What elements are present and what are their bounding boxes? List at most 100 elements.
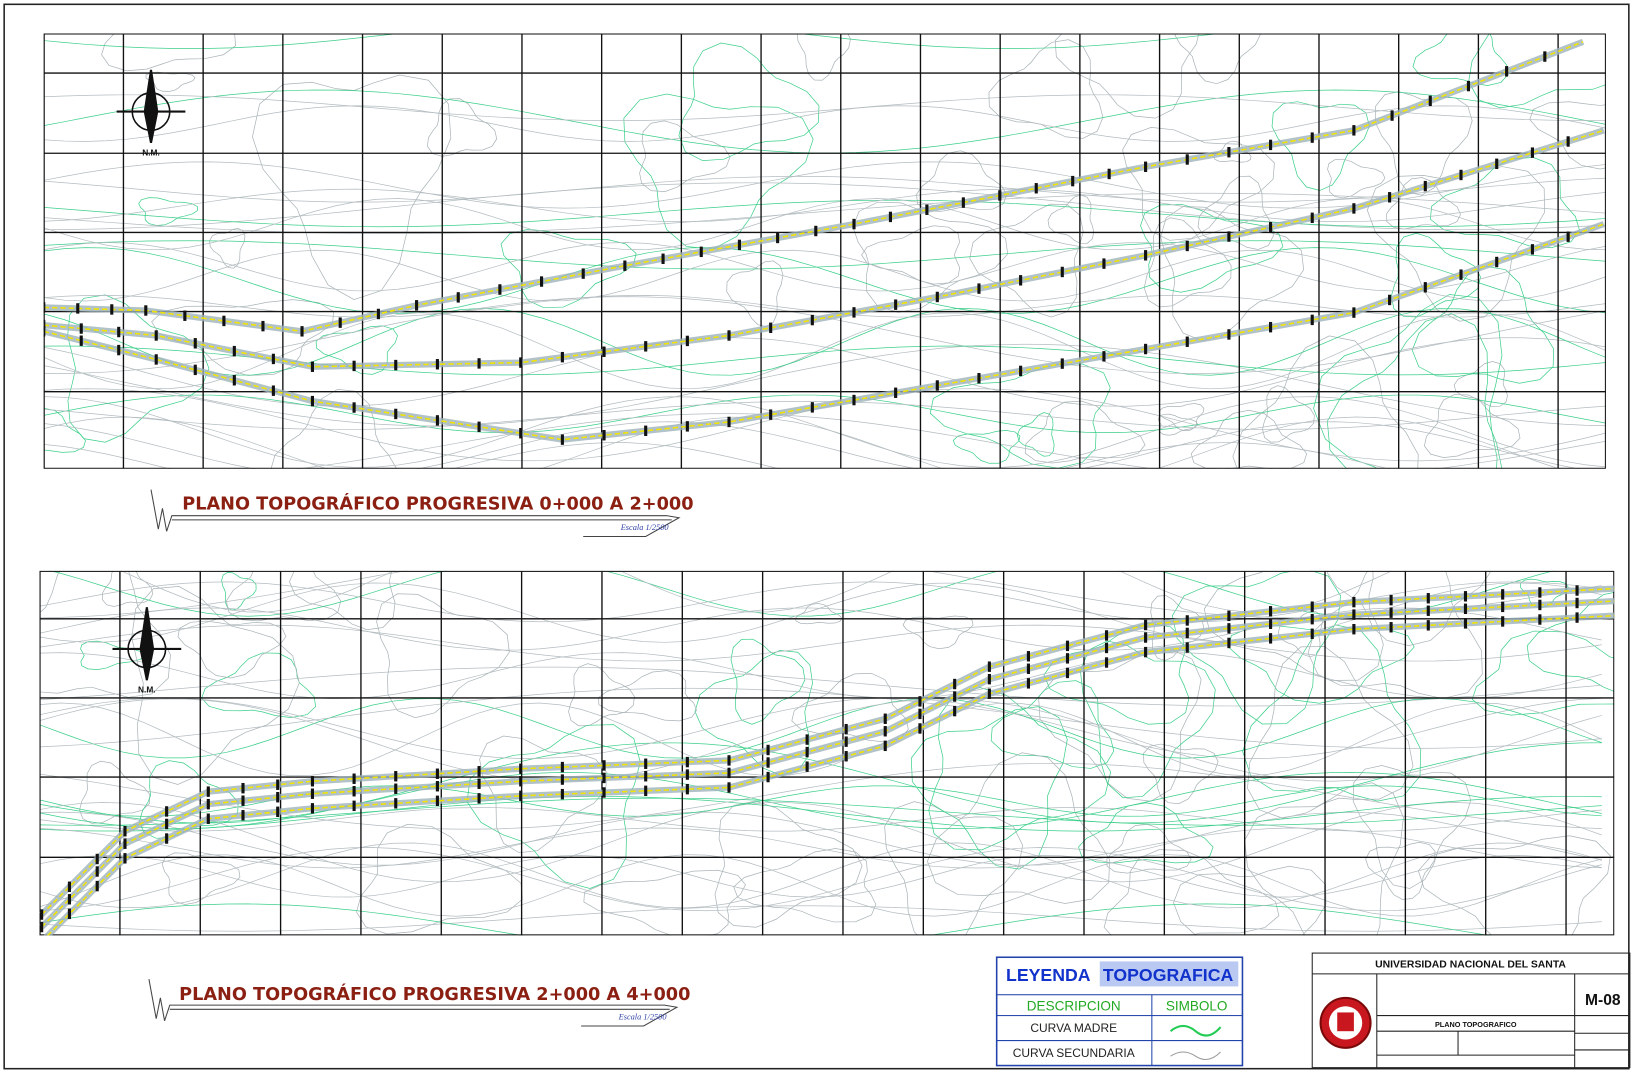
station-mark bbox=[1269, 606, 1272, 616]
contour bbox=[102, 562, 153, 606]
station-mark bbox=[727, 768, 730, 778]
station-mark bbox=[767, 757, 770, 767]
station-mark bbox=[339, 317, 342, 327]
station-mark bbox=[155, 354, 158, 364]
map-scale: Escala 1/2500 bbox=[618, 1013, 668, 1022]
station-mark bbox=[311, 362, 314, 372]
station-mark bbox=[394, 798, 397, 808]
contour bbox=[356, 824, 522, 934]
contour bbox=[44, 344, 1606, 426]
station-mark bbox=[894, 388, 897, 398]
plan-sheet: N.M. N.M. PLANO TOPOGRÁFICO PROGRESIVA 0… bbox=[0, 0, 1633, 1073]
station-mark bbox=[767, 745, 770, 755]
station-mark bbox=[953, 691, 956, 701]
station-mark bbox=[1352, 624, 1355, 634]
station-mark bbox=[1105, 657, 1108, 667]
station-mark bbox=[852, 307, 855, 317]
station-mark bbox=[918, 709, 921, 719]
station-mark bbox=[1105, 630, 1108, 640]
station-mark bbox=[1227, 623, 1230, 633]
station-mark bbox=[1066, 653, 1069, 663]
station-mark bbox=[845, 724, 848, 734]
station-mark bbox=[40, 936, 43, 946]
station-mark bbox=[1071, 176, 1074, 186]
station-mark bbox=[183, 311, 186, 321]
station-mark bbox=[123, 839, 126, 849]
station-mark bbox=[394, 360, 397, 370]
contour bbox=[970, 204, 1084, 317]
station-mark bbox=[519, 357, 522, 367]
contour bbox=[40, 855, 1602, 897]
station-mark bbox=[561, 789, 564, 799]
contour bbox=[1314, 294, 1502, 526]
contour bbox=[44, 95, 1606, 121]
station-mark bbox=[110, 304, 113, 314]
station-mark bbox=[1269, 140, 1272, 150]
contour bbox=[989, 40, 1103, 139]
station-mark bbox=[1061, 358, 1064, 368]
station-mark bbox=[1105, 643, 1108, 653]
station-mark bbox=[582, 268, 585, 278]
station-mark bbox=[1227, 638, 1230, 648]
station-mark bbox=[1390, 607, 1393, 617]
road-band bbox=[44, 130, 1604, 366]
station-mark bbox=[519, 428, 522, 438]
contour bbox=[1107, 824, 1191, 873]
station-mark bbox=[561, 352, 564, 362]
station-mark bbox=[207, 814, 210, 824]
station-mark bbox=[436, 781, 439, 791]
station-mark bbox=[436, 415, 439, 425]
station-mark bbox=[1066, 668, 1069, 678]
station-mark bbox=[1429, 96, 1432, 106]
station-mark bbox=[1575, 612, 1578, 622]
station-mark bbox=[1227, 231, 1230, 241]
contour bbox=[1191, 410, 1306, 469]
station-mark bbox=[80, 323, 83, 333]
station-mark bbox=[998, 190, 1001, 200]
plan-name: PLANO TOPOGRAFICO bbox=[1435, 1020, 1517, 1029]
station-mark bbox=[96, 854, 99, 864]
station-mark bbox=[1061, 267, 1064, 277]
station-mark bbox=[478, 766, 481, 776]
station-mark bbox=[165, 819, 168, 829]
station-mark bbox=[988, 689, 991, 699]
station-mark bbox=[561, 762, 564, 772]
station-mark bbox=[889, 212, 892, 222]
station-mark bbox=[727, 755, 730, 765]
station-mark bbox=[1144, 647, 1147, 657]
station-mark bbox=[811, 315, 814, 325]
station-mark bbox=[623, 261, 626, 271]
station-mark bbox=[686, 757, 689, 767]
road-axis bbox=[44, 130, 1604, 366]
station-mark bbox=[1467, 81, 1470, 91]
station-mark bbox=[1269, 619, 1272, 629]
station-mark bbox=[1108, 169, 1111, 179]
contour bbox=[1328, 159, 1385, 198]
station-mark bbox=[1495, 257, 1498, 267]
station-mark bbox=[767, 772, 770, 782]
station-mark bbox=[1495, 159, 1498, 169]
station-mark bbox=[852, 395, 855, 405]
station-mark bbox=[353, 786, 356, 796]
station-mark bbox=[953, 706, 956, 716]
station-mark bbox=[68, 909, 71, 919]
station-mark bbox=[686, 421, 689, 431]
station-mark bbox=[1538, 614, 1541, 624]
contour bbox=[427, 99, 496, 157]
station-mark bbox=[540, 276, 543, 286]
station-mark bbox=[1459, 170, 1462, 180]
station-mark bbox=[96, 866, 99, 876]
station-mark bbox=[123, 853, 126, 863]
station-mark bbox=[40, 909, 43, 919]
station-mark bbox=[852, 219, 855, 229]
institution: UNIVERSIDAD NACIONAL DEL SANTA bbox=[1375, 960, 1566, 971]
station-mark bbox=[814, 226, 817, 236]
contour bbox=[862, 226, 960, 284]
north-label: N.M. bbox=[138, 685, 156, 695]
station-mark bbox=[727, 782, 730, 792]
station-mark bbox=[478, 422, 481, 432]
station-mark bbox=[1186, 337, 1189, 347]
station-mark bbox=[962, 197, 965, 207]
contour bbox=[467, 725, 640, 889]
station-mark bbox=[1019, 366, 1022, 376]
